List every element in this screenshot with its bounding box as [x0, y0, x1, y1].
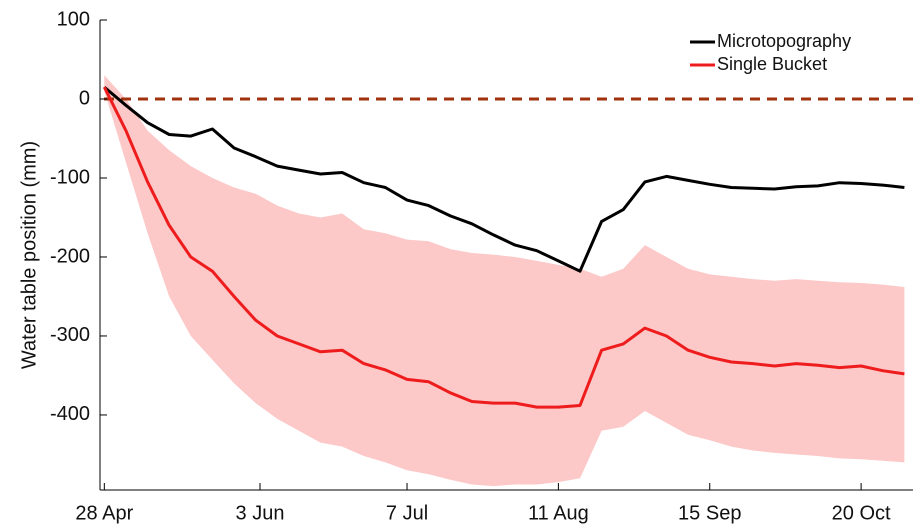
- line: [103, 85, 905, 273]
- band: [104, 75, 905, 487]
- x-tick-label: 20 Oct: [832, 502, 891, 524]
- x-tick-label: 11 Aug: [528, 502, 589, 524]
- line: [102, 86, 905, 409]
- y-tick-label: -300: [50, 324, 90, 346]
- legend-label: Single Bucket: [717, 54, 827, 74]
- y-axis-label: Water table position (mm): [18, 141, 40, 369]
- y-tick-label: -200: [50, 245, 90, 267]
- x-tick-label: 7 Jul: [386, 502, 428, 524]
- y-tick-label: -400: [50, 403, 90, 425]
- x-tick-label: 28 Apr: [75, 502, 133, 524]
- legend-label: Microtopography: [717, 31, 851, 51]
- y-tick-label: 0: [79, 87, 90, 109]
- y-tick-label: -100: [50, 166, 90, 188]
- x-tick-label: 3 Jun: [236, 502, 285, 524]
- y-tick-label: 100: [57, 8, 90, 30]
- x-tick-label: 15 Sep: [678, 502, 741, 524]
